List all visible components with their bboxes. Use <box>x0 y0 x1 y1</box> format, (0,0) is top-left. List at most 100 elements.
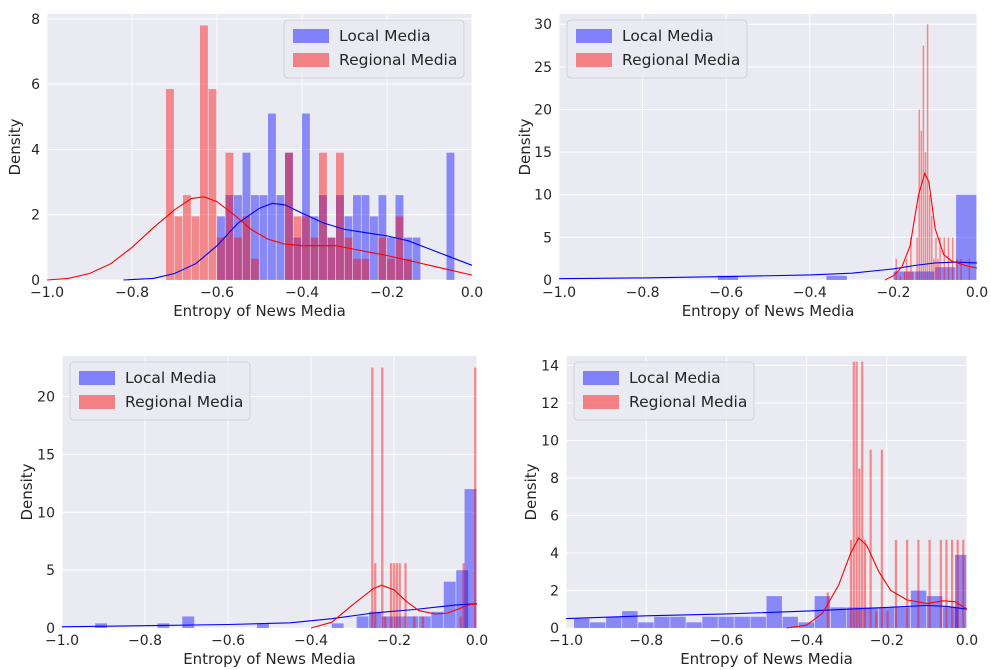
histogram-bar <box>395 563 398 628</box>
histogram-bar <box>208 89 217 281</box>
histogram-bar <box>182 616 195 628</box>
histogram-bar <box>387 237 395 280</box>
histogram-bar <box>734 616 750 628</box>
histogram-bar <box>310 237 319 280</box>
histogram-bar <box>443 581 456 628</box>
x-tick-label: −1.0 <box>549 633 583 649</box>
histogram-bar <box>406 616 419 628</box>
x-tick-label: −0.8 <box>626 285 660 301</box>
histogram-bar <box>200 25 208 281</box>
x-tick-label: 0.0 <box>956 633 978 649</box>
histogram-bar <box>922 45 925 280</box>
y-axis-label: Density <box>6 118 24 175</box>
legend-label: Local Media <box>339 27 431 45</box>
x-tick-label: −0.4 <box>294 633 328 649</box>
legend-label: Local Media <box>622 27 714 45</box>
kde-curve-local-media <box>565 604 968 620</box>
histogram-bar <box>302 216 310 280</box>
histogram-bar <box>285 152 293 280</box>
histogram-bar <box>855 361 858 628</box>
x-tick-label: −0.2 <box>876 285 910 301</box>
x-tick-label: −0.8 <box>115 285 149 301</box>
chart-panel-1: −1.0 −0.8 −0.6 −0.4 −0.2 0.0 0 2 4 6 8 Entropy of N… <box>6 12 483 320</box>
histogram-bar <box>880 449 883 628</box>
histogram-bar <box>310 216 319 280</box>
histogram-bar <box>361 258 370 280</box>
histogram-bar <box>956 539 959 628</box>
histogram-bar <box>908 271 910 280</box>
histogram-bar <box>356 616 369 628</box>
kde-curve-local-media <box>558 261 978 280</box>
histogram-bar <box>302 113 310 280</box>
histogram-bar <box>381 616 394 628</box>
legend-label: Regional Media <box>629 393 747 411</box>
y-tick-label: 0 <box>543 273 552 289</box>
histogram-bar <box>474 367 477 628</box>
histogram-bar <box>910 237 912 280</box>
legend-swatch <box>79 371 115 385</box>
legend-label: Regional Media <box>339 51 457 69</box>
x-axis-label: Entropy of News Media <box>680 650 853 668</box>
histogram-bar <box>418 616 431 628</box>
histogram-bar <box>174 216 183 280</box>
legend-swatch <box>576 53 612 67</box>
x-tick-label: −0.2 <box>377 633 411 649</box>
legend: Local Media Regional Media <box>566 19 748 79</box>
histogram-bar <box>404 237 412 280</box>
y-tick-label: 15 <box>534 145 552 161</box>
histogram-bar <box>935 267 956 280</box>
histogram-bar <box>394 616 406 628</box>
histogram-bar <box>905 258 908 280</box>
histogram-bar <box>894 607 911 628</box>
histogram-bar <box>462 563 465 628</box>
histogram-bar <box>852 361 855 628</box>
x-tick-label: −1.0 <box>542 285 576 301</box>
histogram-bar <box>862 607 879 628</box>
x-tick-label: −1.0 <box>30 285 64 301</box>
histogram-bar <box>412 237 421 280</box>
x-tick-label: −0.8 <box>128 633 162 649</box>
histogram-bar <box>293 237 302 280</box>
legend-swatch <box>576 29 612 43</box>
histogram-bar <box>782 616 798 628</box>
series-bars-local-media <box>717 194 977 280</box>
y-tick-label: 15 <box>37 447 55 463</box>
histogram-bar <box>931 216 933 280</box>
legend: Local Media Regional Media <box>69 361 251 421</box>
histogram-bar <box>336 195 344 280</box>
histogram-bar <box>928 194 931 280</box>
histogram-bar <box>251 195 259 280</box>
histogram-bar <box>951 237 954 280</box>
histogram-bar <box>939 237 941 280</box>
x-tick-label: −0.6 <box>709 285 743 301</box>
histogram-bar <box>869 449 872 628</box>
y-tick-label: 8 <box>550 471 559 487</box>
series-bars-local-media <box>574 554 967 628</box>
histogram-bar <box>319 152 327 280</box>
histogram-bar <box>183 195 191 280</box>
histogram-bar <box>878 607 895 628</box>
histogram-bar <box>937 258 939 280</box>
histogram-bar <box>371 367 374 628</box>
histogram-bar <box>954 554 967 628</box>
legend-swatch <box>583 371 619 385</box>
histogram-bar <box>389 563 393 628</box>
histogram-bar <box>361 195 370 280</box>
y-tick-label: 5 <box>46 563 55 579</box>
histogram-bar <box>217 237 225 280</box>
legend: Local Media Regional Media <box>283 19 465 79</box>
histogram-bar <box>916 237 918 280</box>
y-tick-label: 2 <box>31 208 40 224</box>
x-tick-label: −0.4 <box>790 633 824 649</box>
x-tick-label: −1.0 <box>45 633 79 649</box>
histogram-bar <box>924 152 927 280</box>
histogram-bar <box>863 539 867 628</box>
histogram-bar <box>166 89 174 281</box>
series-bars-regional-media <box>166 25 412 281</box>
histogram-bar <box>895 258 897 280</box>
histogram-bar <box>374 563 377 628</box>
histogram-bar <box>893 271 914 280</box>
histogram-bar <box>459 616 462 628</box>
histogram-bar <box>331 623 344 628</box>
histogram-bar <box>319 195 327 280</box>
